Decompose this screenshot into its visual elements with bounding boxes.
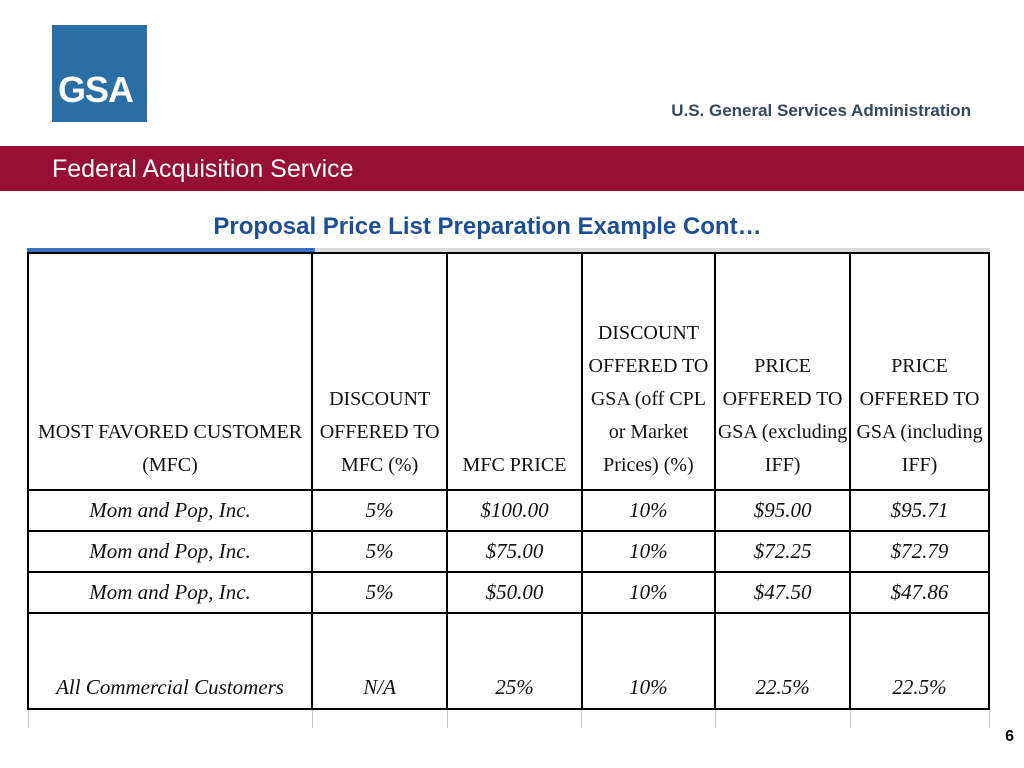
header-discount-gsa: DISCOUNT OFFERED TO GSA (off CPL or Mark… xyxy=(580,252,717,491)
table-header-row: MOST FAVORED CUSTOMER (MFC) DISCOUNT OFF… xyxy=(27,252,990,491)
cell-price-excl-iff: $95.00 xyxy=(714,489,852,532)
header-price-excl-iff: PRICE OFFERED TO GSA (excluding IFF) xyxy=(714,252,852,491)
price-table: MOST FAVORED CUSTOMER (MFC) DISCOUNT OFF… xyxy=(27,252,990,728)
cell-price-excl-iff: $72.25 xyxy=(714,530,852,573)
cell-price-incl-iff: $72.79 xyxy=(849,530,990,573)
cell-customer: Mom and Pop, Inc. xyxy=(27,571,314,614)
cell-discount-gsa: 10% xyxy=(580,612,717,710)
cell-customer: Mom and Pop, Inc. xyxy=(27,530,314,573)
price-table-container: MOST FAVORED CUSTOMER (MFC) DISCOUNT OFF… xyxy=(27,248,990,730)
cell-discount-mfc: 5% xyxy=(311,571,449,614)
cell-discount-gsa: 10% xyxy=(580,489,717,532)
service-title: Federal Acquisition Service xyxy=(52,155,354,183)
cell-customer: All Commercial Customers xyxy=(27,612,314,710)
cell-price-excl-iff: 22.5% xyxy=(714,612,852,710)
header-price-incl-iff: PRICE OFFERED TO GSA (including IFF) xyxy=(849,252,990,491)
agency-name: U.S. General Services Administration xyxy=(671,101,971,120)
table-top-rule xyxy=(27,248,990,252)
cell-price-incl-iff: $95.71 xyxy=(849,489,990,532)
cell-price-incl-iff: $47.86 xyxy=(849,571,990,614)
header-mfc-price: MFC PRICE xyxy=(446,252,583,491)
cell-mfc-price: 25% xyxy=(446,612,583,710)
slide-title: Proposal Price List Preparation Example … xyxy=(213,213,762,240)
page-number: 6 xyxy=(1005,728,1014,745)
cell-discount-gsa: 10% xyxy=(580,571,717,614)
cell-mfc-price: $100.00 xyxy=(446,489,583,532)
header-discount-mfc: DISCOUNT OFFERED TO MFC (%) xyxy=(311,252,449,491)
cell-price-excl-iff: $47.50 xyxy=(714,571,852,614)
header-mfc: MOST FAVORED CUSTOMER (MFC) xyxy=(27,252,314,491)
cell-customer: Mom and Pop, Inc. xyxy=(27,489,314,532)
cell-discount-mfc: N/A xyxy=(311,612,449,710)
gsa-logo: GSA xyxy=(52,25,147,122)
cell-mfc-price: $75.00 xyxy=(446,530,583,573)
table-row: All Commercial Customers N/A 25% 10% 22.… xyxy=(27,612,990,710)
table-row: Mom and Pop, Inc. 5% $75.00 10% $72.25 $… xyxy=(27,530,990,573)
logo-text: GSA xyxy=(58,69,134,110)
table-footer-row xyxy=(27,708,990,728)
cell-price-incl-iff: 22.5% xyxy=(849,612,990,710)
table-row: Mom and Pop, Inc. 5% $100.00 10% $95.00 … xyxy=(27,489,990,532)
cell-discount-mfc: 5% xyxy=(311,530,449,573)
cell-mfc-price: $50.00 xyxy=(446,571,583,614)
table-row: Mom and Pop, Inc. 5% $50.00 10% $47.50 $… xyxy=(27,571,990,614)
header-band: Federal Acquisition Service xyxy=(0,146,1024,191)
cell-discount-mfc: 5% xyxy=(311,489,449,532)
cell-discount-gsa: 10% xyxy=(580,530,717,573)
